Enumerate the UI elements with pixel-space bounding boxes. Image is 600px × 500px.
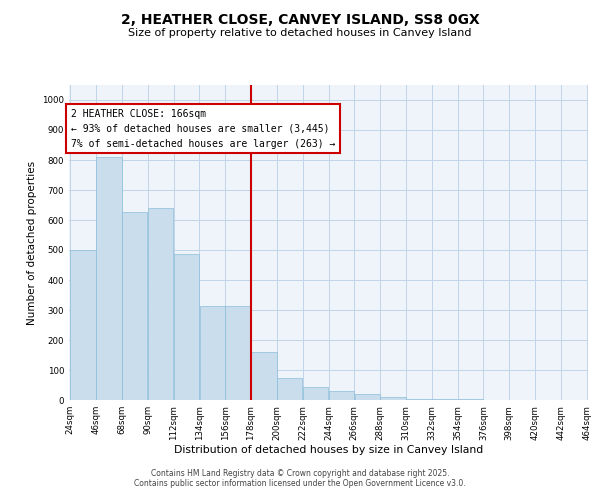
Bar — [173, 254, 199, 400]
Bar — [329, 391, 354, 400]
Bar — [226, 306, 251, 400]
Bar — [406, 398, 431, 400]
Bar — [355, 394, 380, 400]
X-axis label: Distribution of detached houses by size in Canvey Island: Distribution of detached houses by size … — [174, 446, 483, 456]
Bar — [200, 306, 225, 400]
Bar — [122, 212, 148, 400]
Text: Contains public sector information licensed under the Open Government Licence v3: Contains public sector information licen… — [134, 478, 466, 488]
Bar — [432, 399, 457, 400]
Bar — [277, 378, 302, 400]
Text: Contains HM Land Registry data © Crown copyright and database right 2025.: Contains HM Land Registry data © Crown c… — [151, 468, 449, 477]
Text: 2 HEATHER CLOSE: 166sqm
← 93% of detached houses are smaller (3,445)
7% of semi-: 2 HEATHER CLOSE: 166sqm ← 93% of detache… — [71, 109, 335, 148]
Bar — [148, 208, 173, 400]
Bar — [70, 250, 96, 400]
Bar — [380, 397, 406, 400]
Bar — [96, 157, 122, 400]
Text: 2, HEATHER CLOSE, CANVEY ISLAND, SS8 0GX: 2, HEATHER CLOSE, CANVEY ISLAND, SS8 0GX — [121, 12, 479, 26]
Bar — [303, 386, 328, 400]
Bar — [251, 352, 277, 400]
Y-axis label: Number of detached properties: Number of detached properties — [26, 160, 37, 324]
Text: Size of property relative to detached houses in Canvey Island: Size of property relative to detached ho… — [128, 28, 472, 38]
